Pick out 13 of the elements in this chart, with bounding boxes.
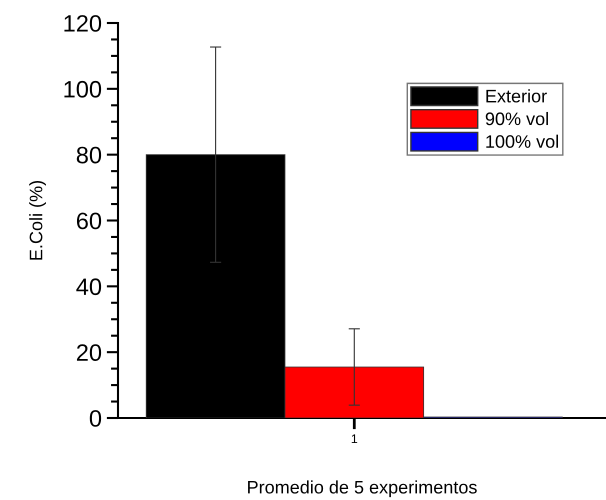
y-tick-label: 120: [64, 15, 102, 32]
y-tick-label: 0: [90, 410, 102, 427]
x-tick-label: 1: [352, 434, 358, 444]
legend-label: 100% vol: [486, 134, 558, 148]
y-tick-label: 20: [76, 344, 102, 361]
y-tick-label: 40: [76, 278, 102, 296]
y-tick-label: 60: [76, 212, 102, 230]
legend-label: 90% vol: [486, 112, 548, 126]
x-axis-title: Promedio de 5 experimentos: [248, 480, 477, 498]
y-axis-title: E.Coli (%): [29, 180, 46, 260]
legend-label: Exterior: [486, 89, 547, 103]
y-tick-label: 80: [76, 146, 102, 164]
y-tick-label: 100: [64, 80, 102, 98]
